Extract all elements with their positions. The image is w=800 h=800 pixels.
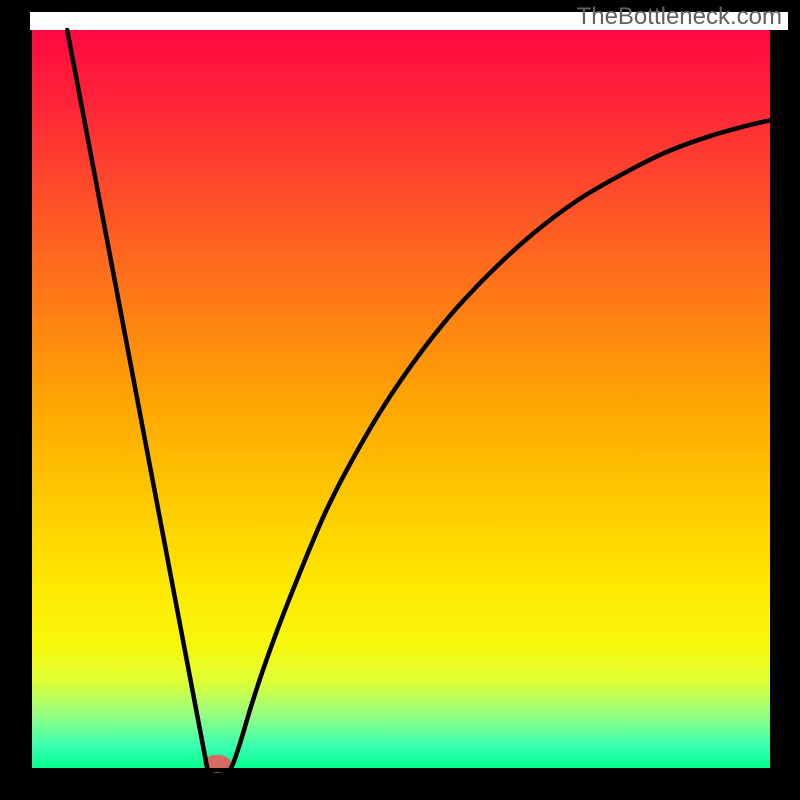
chart-svg: TheBottleneck.com	[0, 0, 800, 800]
plot-background	[30, 30, 770, 770]
chart-container: TheBottleneck.com	[0, 0, 800, 800]
watermark-text: TheBottleneck.com	[577, 3, 782, 30]
